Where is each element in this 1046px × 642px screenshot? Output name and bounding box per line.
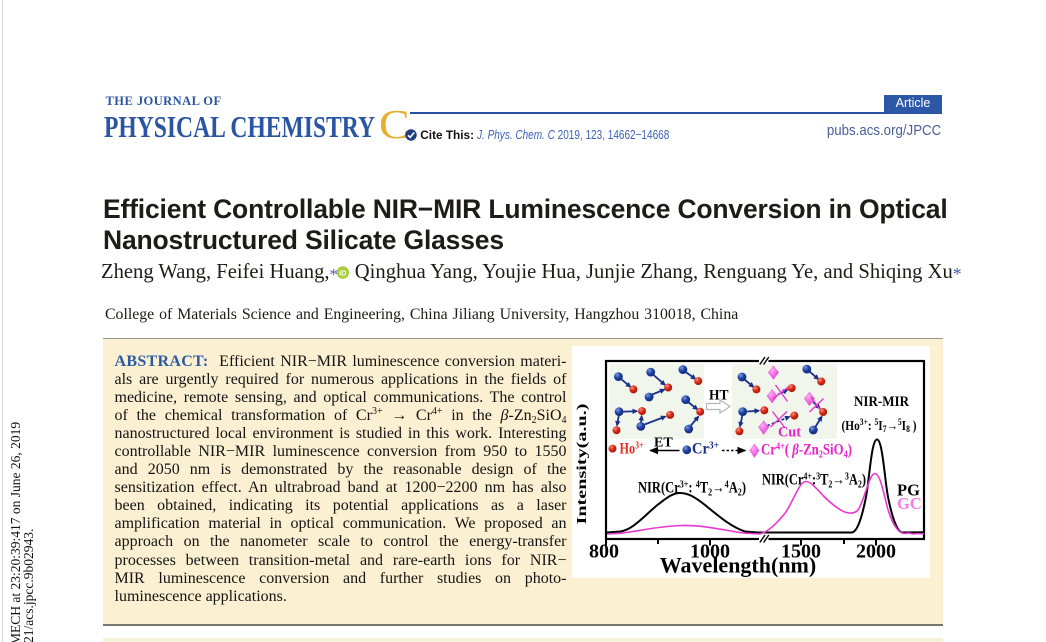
svg-text:NIR(Cr3+: 4T2→4A2): NIR(Cr3+: 4T2→4A2) bbox=[638, 480, 746, 499]
svg-text:2000: 2000 bbox=[856, 541, 896, 563]
svg-text:GC: GC bbox=[897, 494, 922, 513]
svg-text:1000: 1000 bbox=[690, 541, 730, 563]
svg-text:Cut: Cut bbox=[778, 425, 801, 441]
svg-text:ET: ET bbox=[654, 436, 673, 451]
svg-text:NIR-MIR: NIR-MIR bbox=[854, 394, 909, 410]
svg-text:1500: 1500 bbox=[781, 541, 821, 563]
svg-text:Ho3+: Ho3+ bbox=[620, 441, 644, 458]
svg-text:(Ho3+: 5I7→5I8 ): (Ho3+: 5I7→5I8 ) bbox=[842, 417, 917, 434]
svg-text:NIR(Cr4+:3T2→3A2): NIR(Cr4+:3T2→3A2) bbox=[762, 472, 866, 491]
svg-text:Cr3+: Cr3+ bbox=[692, 441, 719, 458]
svg-text:Cr4+( β-Zn2SiO4): Cr4+( β-Zn2SiO4) bbox=[761, 442, 852, 461]
svg-text:800: 800 bbox=[589, 541, 619, 563]
svg-text:HT: HT bbox=[709, 388, 729, 404]
svg-text:Intensity(a.u.): Intensity(a.u.) bbox=[575, 403, 590, 524]
svg-text:PG: PG bbox=[897, 481, 920, 500]
svg-text:Wavelength(nm): Wavelength(nm) bbox=[660, 552, 816, 577]
svg-text:iD: iD bbox=[340, 268, 348, 277]
